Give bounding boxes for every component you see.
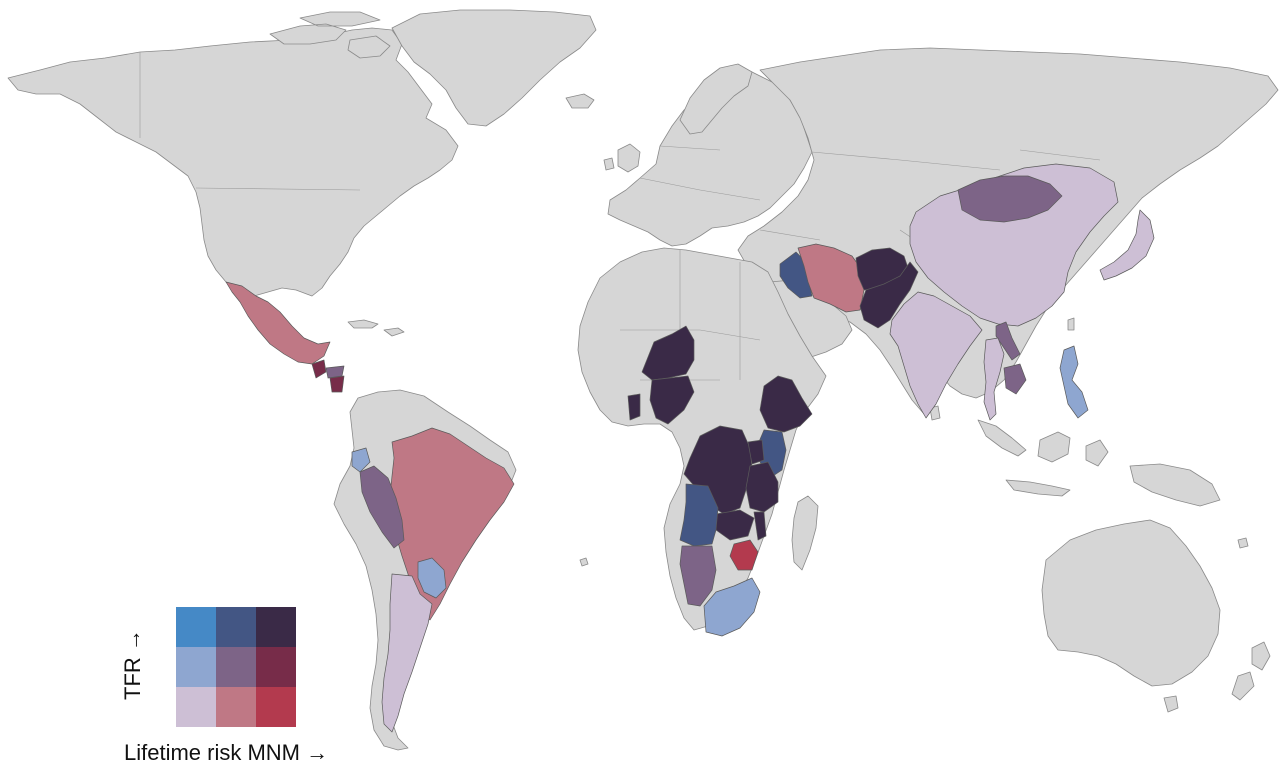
- land-british-isles: [603, 143, 641, 173]
- legend-cell-low-tfr-mid-risk: [216, 687, 256, 727]
- country-tanzania: [745, 461, 779, 513]
- country-cambodia: [1003, 363, 1027, 395]
- country-ecuador: [351, 447, 371, 473]
- land-australia: [1041, 519, 1221, 687]
- country-nigeria: [649, 375, 695, 425]
- legend-cell-high-tfr-high-risk: [256, 607, 296, 647]
- land-europe: [607, 69, 813, 247]
- legend-cell-mid-tfr-high-risk: [256, 647, 296, 687]
- country-uganda: [747, 439, 765, 465]
- country-mexico: [225, 281, 331, 365]
- land-taiwan: [1067, 317, 1075, 331]
- land-misc-islands: [579, 537, 1249, 567]
- legend-cell-high-tfr-low-risk: [176, 607, 216, 647]
- country-namibia: [679, 545, 717, 607]
- country-thailand: [983, 337, 1005, 421]
- country-paraguay: [417, 557, 447, 599]
- land-new-zealand: [1231, 641, 1271, 701]
- land-greenland: [391, 9, 597, 127]
- land-scandinavia: [679, 63, 753, 135]
- legend-cell-high-tfr-mid-risk: [216, 607, 256, 647]
- country-guatemala: [311, 359, 327, 379]
- land-iceland: [565, 93, 595, 109]
- country-south-africa: [703, 577, 761, 637]
- land-arctic-islands: [269, 11, 391, 59]
- legend-cell-mid-tfr-mid-risk: [216, 647, 256, 687]
- legend-cell-low-tfr-low-risk: [176, 687, 216, 727]
- land-caribbean: [347, 319, 405, 337]
- country-peru: [359, 465, 405, 549]
- land-tasmania: [1163, 695, 1179, 713]
- country-nicaragua: [329, 375, 345, 393]
- land-madagascar: [791, 495, 819, 571]
- land-indonesia: [977, 419, 1221, 507]
- country-iran: [797, 243, 865, 313]
- legend-x-axis-label: Lifetime risk MNM →: [124, 740, 329, 765]
- legend-y-axis-label: TFR →: [120, 629, 145, 700]
- bivariate-legend: [176, 607, 296, 727]
- country-japan: [1099, 209, 1155, 281]
- legend-cell-mid-tfr-low-risk: [176, 647, 216, 687]
- country-zimbabwe: [729, 539, 759, 571]
- country-ghana: [627, 393, 641, 421]
- legend-cell-low-tfr-high-risk: [256, 687, 296, 727]
- country-ethiopia: [759, 375, 813, 433]
- country-pakistan: [859, 261, 919, 329]
- country-malawi: [753, 511, 767, 541]
- highlighted-countries: [225, 163, 1155, 733]
- country-niger: [641, 325, 695, 381]
- country-argentina: [381, 573, 433, 733]
- country-india: [889, 291, 983, 419]
- country-mongolia: [957, 175, 1063, 223]
- country-angola: [679, 483, 719, 547]
- country-philippines: [1059, 345, 1089, 419]
- land-north-america: [7, 27, 459, 297]
